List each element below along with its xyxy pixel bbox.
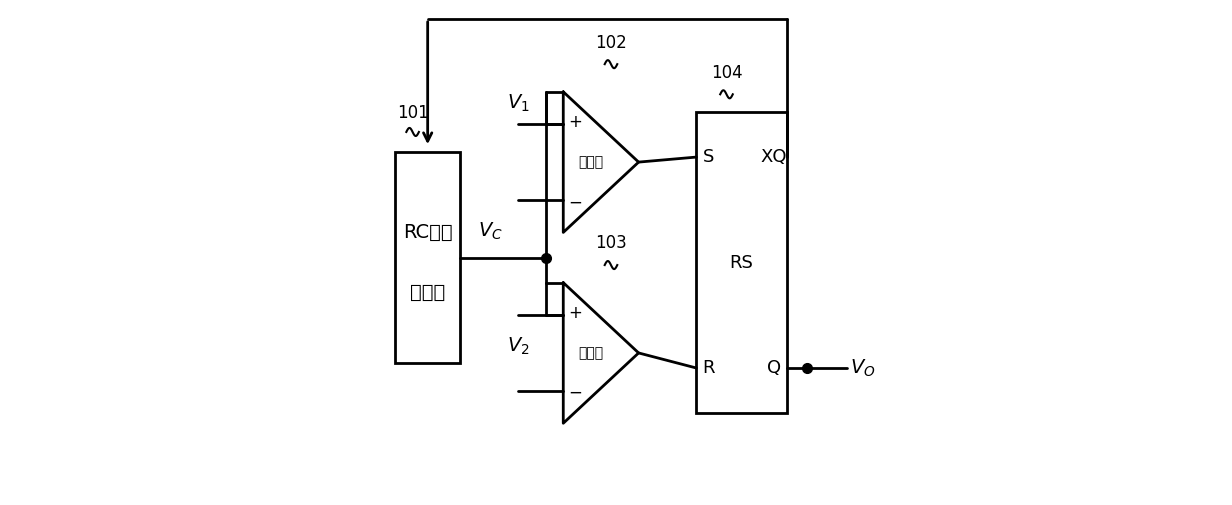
Text: 101: 101 (397, 104, 429, 122)
Text: 比较器: 比较器 (578, 155, 604, 169)
Text: $V_O$: $V_O$ (850, 358, 875, 379)
Bar (696, 112, 787, 413)
Text: S: S (703, 148, 715, 166)
Text: R: R (702, 359, 715, 377)
Text: RS: RS (729, 254, 754, 272)
Text: −: − (568, 384, 583, 402)
Text: $V_1$: $V_1$ (506, 93, 530, 115)
Text: 103: 103 (595, 234, 627, 252)
Text: XQ: XQ (761, 148, 787, 166)
Text: +: + (568, 113, 583, 131)
Text: Q: Q (768, 359, 781, 377)
Text: 104: 104 (711, 64, 743, 82)
Text: 比较器: 比较器 (578, 346, 604, 360)
Text: RC充放: RC充放 (403, 223, 452, 242)
Bar (395, 152, 461, 363)
Text: $V_C$: $V_C$ (478, 221, 503, 242)
Text: $V_2$: $V_2$ (506, 335, 530, 357)
Text: −: − (568, 193, 583, 211)
Text: +: + (568, 304, 583, 322)
Text: 电模块: 电模块 (410, 283, 445, 302)
Text: 102: 102 (595, 34, 627, 52)
